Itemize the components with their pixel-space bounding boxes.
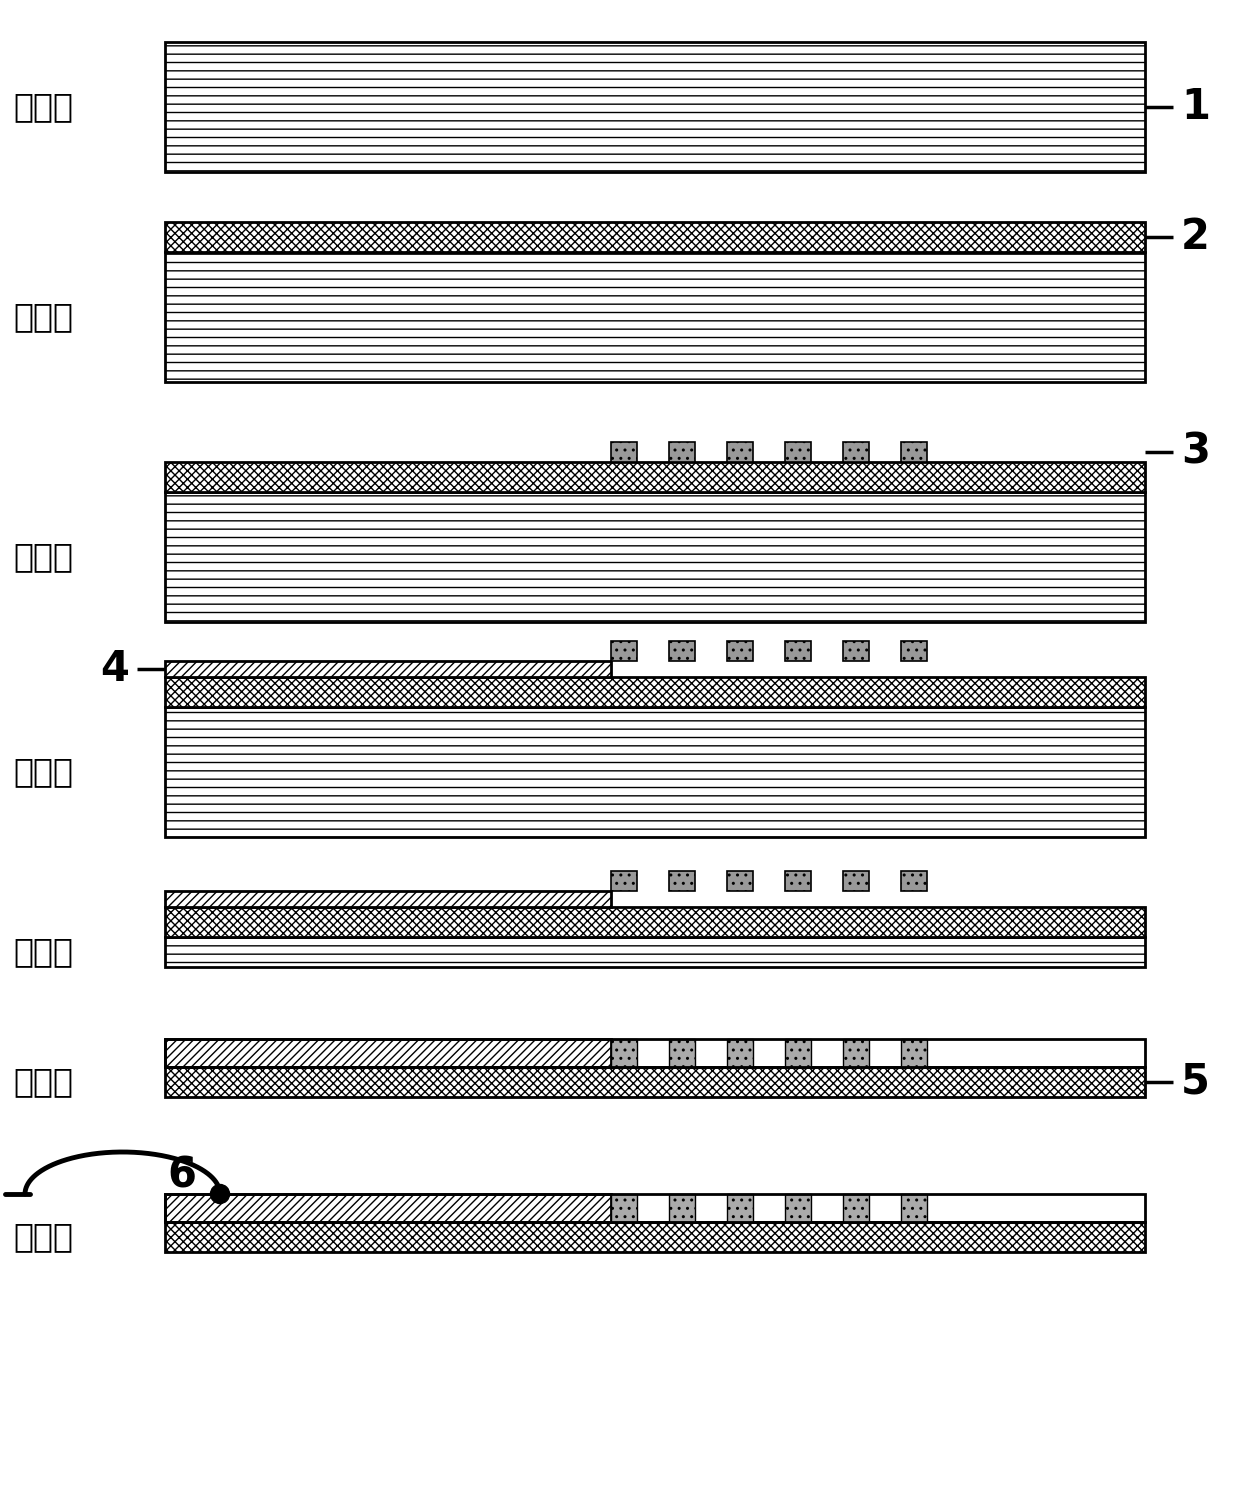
Bar: [727, 1194, 753, 1222]
Text: 第二步: 第二步: [12, 300, 73, 333]
Text: 6: 6: [167, 1154, 196, 1196]
Bar: [165, 1039, 611, 1068]
Text: 4: 4: [100, 648, 129, 690]
Bar: [165, 1039, 1145, 1068]
Bar: [611, 1194, 637, 1222]
Bar: [843, 442, 869, 462]
Bar: [165, 706, 1145, 837]
Bar: [727, 641, 753, 662]
Bar: [668, 871, 694, 891]
Bar: [611, 442, 637, 462]
Bar: [785, 641, 811, 662]
Bar: [843, 871, 869, 891]
Bar: [843, 641, 869, 662]
Bar: [901, 871, 928, 891]
Bar: [611, 871, 637, 891]
Text: 2: 2: [1180, 216, 1210, 259]
Text: 第五步: 第五步: [12, 935, 73, 968]
Text: 1: 1: [1180, 86, 1210, 128]
Bar: [165, 251, 1145, 382]
Bar: [668, 1039, 694, 1068]
Bar: [611, 641, 637, 662]
Text: 第七步: 第七步: [12, 1221, 73, 1254]
Bar: [785, 1194, 811, 1222]
Bar: [165, 42, 1145, 172]
Text: 5: 5: [1180, 1062, 1210, 1103]
Bar: [785, 442, 811, 462]
Bar: [165, 1194, 1145, 1222]
Bar: [165, 492, 1145, 622]
Bar: [668, 1194, 694, 1222]
Bar: [901, 442, 928, 462]
Bar: [165, 907, 1145, 937]
Bar: [785, 871, 811, 891]
Bar: [901, 1194, 928, 1222]
Text: 第四步: 第四步: [12, 755, 73, 788]
Bar: [165, 1222, 1145, 1252]
Text: 第一步: 第一步: [12, 91, 73, 123]
Bar: [668, 641, 694, 662]
Bar: [785, 1039, 811, 1068]
Bar: [611, 1039, 637, 1068]
Bar: [668, 442, 694, 462]
Circle shape: [211, 1185, 229, 1203]
Bar: [165, 462, 1145, 492]
Text: 第六步: 第六步: [12, 1066, 73, 1099]
Bar: [165, 1068, 1145, 1097]
Bar: [843, 1039, 869, 1068]
Bar: [165, 677, 1145, 706]
Bar: [727, 871, 753, 891]
Bar: [843, 1194, 869, 1222]
Text: 第三步: 第三步: [12, 540, 73, 574]
Bar: [165, 891, 611, 907]
Bar: [901, 1039, 928, 1068]
Text: 3: 3: [1180, 431, 1210, 473]
Bar: [165, 222, 1145, 251]
Bar: [727, 1039, 753, 1068]
Bar: [165, 937, 1145, 967]
Bar: [727, 442, 753, 462]
Bar: [165, 1194, 611, 1222]
Bar: [901, 641, 928, 662]
Bar: [165, 662, 611, 677]
